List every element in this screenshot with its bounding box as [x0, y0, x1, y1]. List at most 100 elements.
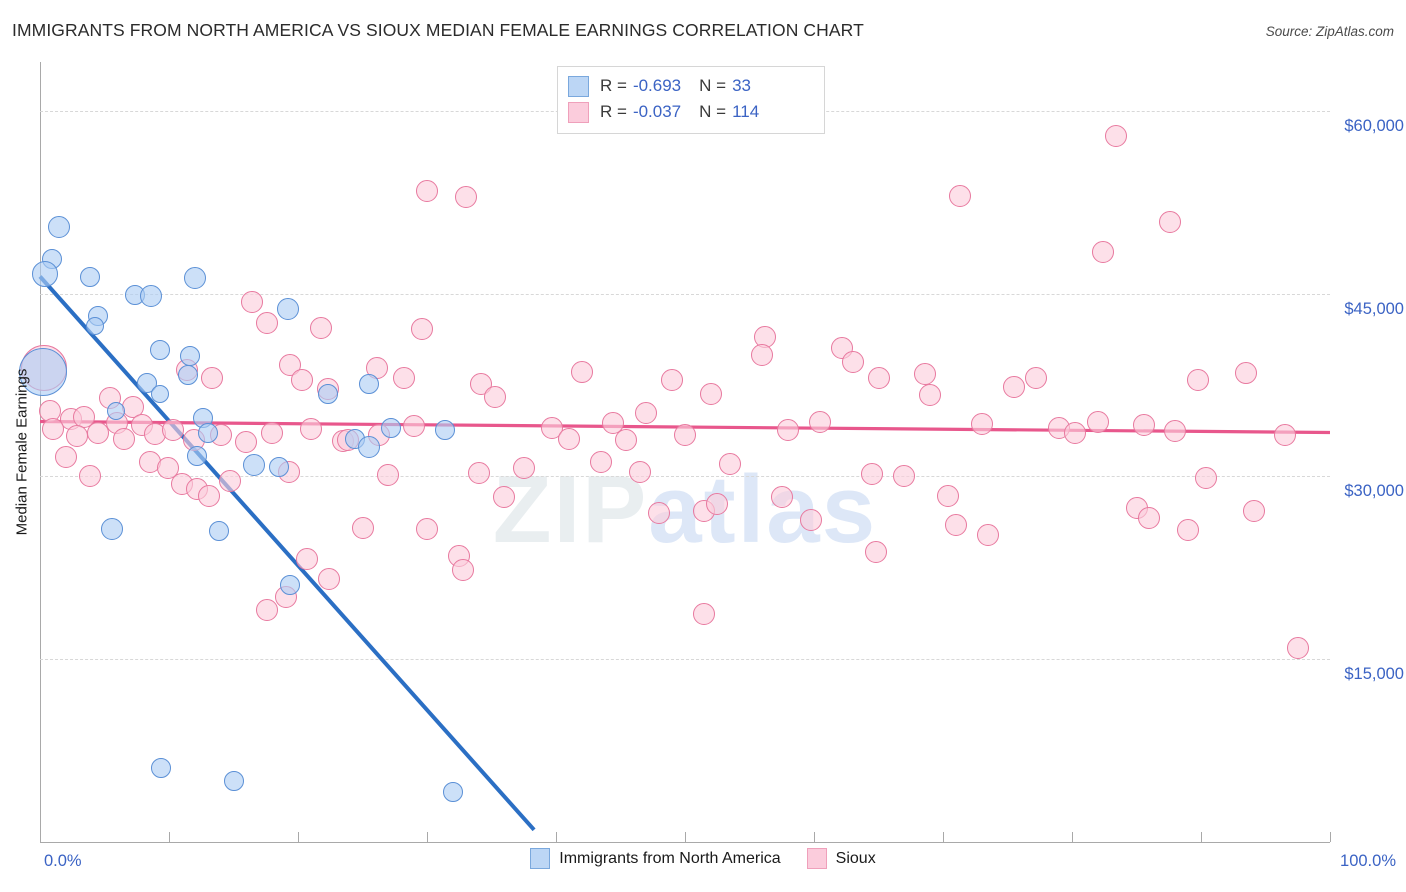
- scatter-point: [614, 428, 637, 451]
- scatter-point: [200, 366, 223, 389]
- scatter-point: [1164, 420, 1187, 443]
- scatter-point: [1138, 506, 1161, 529]
- scatter-point: [913, 363, 936, 385]
- x-axis-line: [40, 842, 1330, 843]
- scatter-point: [87, 421, 110, 444]
- scatter-point: [256, 311, 279, 334]
- scatter-point: [223, 771, 244, 792]
- scatter-point: [977, 523, 1000, 546]
- stats-r-label-pink: R =: [600, 102, 627, 121]
- scatter-point: [590, 450, 613, 473]
- scatter-point: [48, 215, 71, 238]
- page-title: IMMIGRANTS FROM NORTH AMERICA VS SIOUX M…: [12, 20, 864, 40]
- scatter-point: [1177, 519, 1200, 541]
- scatter-point: [161, 419, 184, 442]
- scatter-point: [1286, 637, 1309, 660]
- scatter-point: [454, 186, 477, 209]
- scatter-point: [770, 486, 793, 509]
- correlation-stats-box: R = -0.693 N = 33 R = -0.037 N = 114: [557, 66, 825, 134]
- scatter-point: [317, 383, 338, 404]
- scatter-point: [864, 540, 887, 563]
- scatter-point: [197, 484, 220, 507]
- scatter-point: [948, 185, 971, 208]
- scatter-point: [235, 431, 258, 454]
- scatter-point: [358, 373, 379, 394]
- stats-n-label-blue: N =: [699, 76, 727, 95]
- scatter-point: [442, 782, 463, 803]
- stats-row-pink: R = -0.037 N = 114: [568, 99, 814, 125]
- x-axis-tick: [169, 832, 170, 842]
- scatter-point: [777, 419, 800, 442]
- y-axis-line: [40, 62, 41, 842]
- y-axis-tick-label: $45,000: [1344, 299, 1404, 318]
- trend-line-immigrants: [38, 275, 536, 832]
- stats-swatch-immigrants-icon: [568, 75, 589, 97]
- legend-swatch-sioux-icon: [806, 848, 827, 869]
- scatter-point: [243, 454, 266, 477]
- scatter-point: [296, 548, 319, 571]
- scatter-point: [800, 509, 823, 532]
- scatter-point: [187, 445, 208, 466]
- scatter-point: [268, 456, 289, 477]
- scatter-point: [139, 285, 162, 307]
- scatter-point: [1159, 210, 1182, 233]
- x-axis-tick: [1072, 832, 1073, 842]
- source-attribution: Source: ZipAtlas.com: [1265, 24, 1394, 39]
- series-legend: Immigrants from North America Sioux: [0, 848, 1406, 869]
- scatter-point: [240, 291, 263, 314]
- scatter-point: [944, 514, 967, 537]
- x-axis-tick: [1201, 832, 1202, 842]
- legend-item-immigrants[interactable]: Immigrants from North America: [530, 848, 781, 869]
- scatter-point: [107, 401, 126, 420]
- scatter-point: [86, 317, 105, 336]
- scatter-point: [919, 383, 942, 406]
- scatter-point: [512, 456, 535, 479]
- scatter-point: [1273, 423, 1296, 446]
- gridline: [40, 659, 1330, 661]
- scatter-point: [541, 416, 564, 439]
- scatter-point: [1195, 466, 1218, 489]
- x-axis-tick: [427, 832, 428, 842]
- legend-item-sioux[interactable]: Sioux: [806, 848, 876, 869]
- scatter-point: [357, 436, 380, 459]
- scatter-point: [1091, 241, 1114, 264]
- stats-n-value-blue: 33: [732, 76, 751, 95]
- scatter-point: [101, 517, 124, 540]
- scatter-point: [1133, 414, 1156, 437]
- stats-n-value-pink: 114: [732, 102, 760, 121]
- gridline: [40, 476, 1330, 478]
- scatter-point: [151, 757, 172, 778]
- scatter-point: [557, 427, 580, 450]
- scatter-point: [628, 460, 651, 483]
- scatter-point: [392, 366, 415, 389]
- scatter-point: [280, 574, 301, 595]
- scatter-point: [693, 603, 716, 626]
- scatter-point: [751, 343, 774, 366]
- x-axis-tick: [943, 832, 944, 842]
- scatter-point: [867, 366, 890, 389]
- stats-n-label-pink: N =: [699, 102, 727, 121]
- scatter-point: [435, 420, 456, 441]
- scatter-point: [674, 423, 696, 446]
- scatter-point: [661, 369, 684, 392]
- scatter-point: [380, 417, 401, 438]
- x-axis-min-label: 0.0%: [44, 852, 82, 870]
- scatter-point: [403, 415, 426, 438]
- y-axis-tick-label: $60,000: [1344, 116, 1404, 135]
- scatter-point: [970, 412, 993, 435]
- y-axis-title: Median Female Earnings: [13, 368, 31, 536]
- x-axis-tick: [814, 832, 815, 842]
- scatter-point: [893, 465, 916, 488]
- scatter-point: [150, 384, 169, 403]
- scatter-point: [178, 365, 199, 386]
- scatter-point: [54, 445, 77, 468]
- scatter-point: [299, 417, 322, 440]
- x-axis-tick: [685, 832, 686, 842]
- scatter-point: [809, 410, 832, 433]
- scatter-point: [351, 516, 374, 539]
- scatter-point: [149, 339, 170, 360]
- scatter-point: [601, 411, 624, 434]
- scatter-point: [1086, 410, 1109, 433]
- scatter-point: [310, 316, 333, 339]
